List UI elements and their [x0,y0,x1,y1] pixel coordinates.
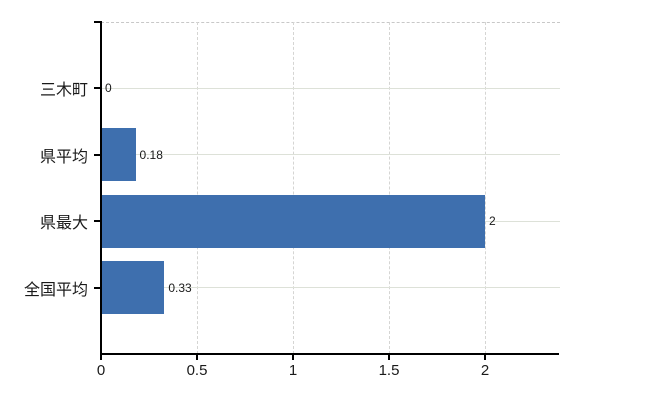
vertical-gridline [389,22,390,354]
category-label: 全国平均 [23,281,88,299]
x-tick-mark [388,354,390,360]
x-tick-mark [100,354,102,360]
x-tick-label: 1.5 [378,362,400,379]
horizontal-gridline [101,154,560,156]
x-tick-label: 2 [480,362,490,379]
bar-1 [101,128,136,182]
bar-value-label: 0.33 [168,280,192,295]
vertical-gridline [485,22,486,354]
x-tick-label: 0.5 [186,362,208,379]
x-tick-label: 1 [288,362,298,379]
x-tick-mark [484,354,486,360]
bar-3 [101,261,165,315]
vertical-gridline [293,22,294,354]
bar-2 [101,194,485,248]
y-tick-mark [94,220,101,223]
x-tick-mark [292,354,294,360]
bar-value-label: 2 [489,214,496,229]
y-tick-mark [94,87,101,90]
y-tick-mark [94,153,101,156]
bar-value-label: 0.18 [139,147,163,162]
category-label: 県平均 [39,148,88,166]
x-tick-label: 0 [96,362,106,379]
vertical-gridline [197,22,198,354]
category-label: 三木町 [39,82,88,100]
horizontal-gridline [101,87,560,89]
y-axis-top-tick [94,21,101,23]
plot-top-border [101,22,560,23]
y-tick-mark [94,286,101,289]
x-tick-mark [196,354,198,360]
horizontal-gridline [101,287,560,289]
x-axis-line [100,353,559,355]
y-axis-line [100,21,102,355]
bar-value-label: 0 [105,81,112,96]
category-label: 県最大 [39,215,88,233]
